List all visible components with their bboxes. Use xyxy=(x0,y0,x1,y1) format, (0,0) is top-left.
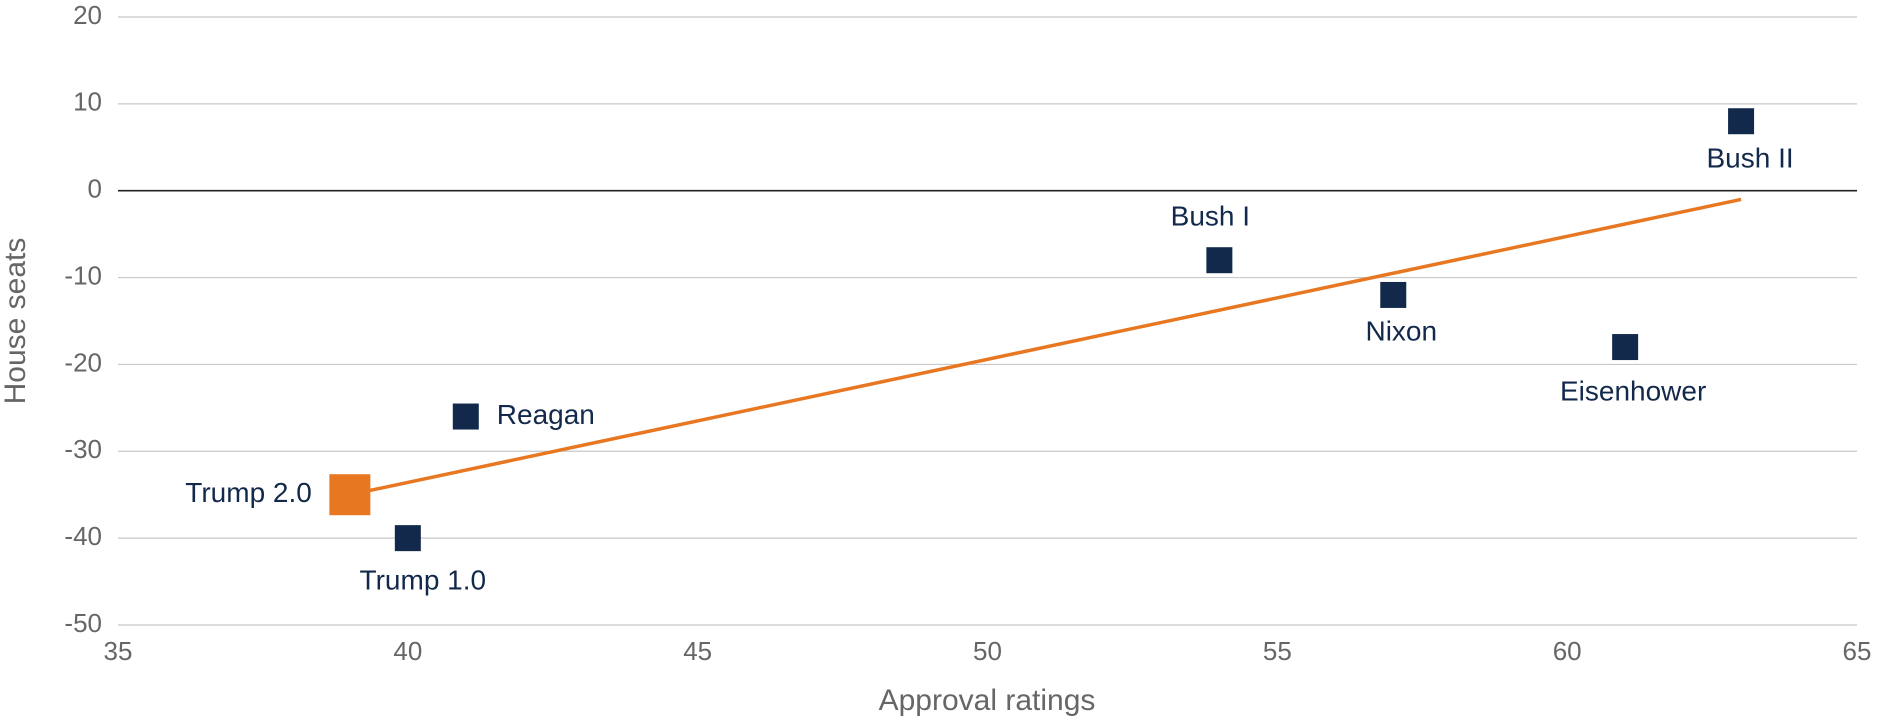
point-label: Trump 1.0 xyxy=(360,565,487,596)
y-tick-label: -10 xyxy=(64,260,102,290)
point xyxy=(452,403,479,430)
point xyxy=(394,525,421,552)
point-label: Trump 2.0 xyxy=(185,477,312,508)
x-tick-label: 40 xyxy=(393,636,422,666)
y-tick-label: 0 xyxy=(88,174,102,204)
point-label: Bush I xyxy=(1171,201,1250,232)
point xyxy=(1612,334,1639,361)
point-label: Reagan xyxy=(497,399,595,430)
x-tick-label: 50 xyxy=(973,636,1002,666)
trend-line xyxy=(349,197,1742,497)
x-tick-label: 65 xyxy=(1843,636,1872,666)
x-axis-title: Approval ratings xyxy=(879,684,1096,717)
x-tick-label: 55 xyxy=(1263,636,1292,666)
y-tick-label: -30 xyxy=(64,434,102,464)
point xyxy=(1206,247,1233,274)
x-tick-label: 60 xyxy=(1553,636,1582,666)
point xyxy=(1728,108,1755,135)
point-label: Nixon xyxy=(1365,315,1437,346)
x-tick-label: 45 xyxy=(683,636,712,666)
point xyxy=(1380,281,1407,308)
y-tick-label: -40 xyxy=(64,521,102,551)
point-label: Bush II xyxy=(1706,143,1793,174)
y-tick-label: 10 xyxy=(73,87,102,117)
x-tick-label: 35 xyxy=(104,636,133,666)
y-tick-label: -50 xyxy=(64,608,102,638)
y-tick-label: 20 xyxy=(73,0,102,30)
point xyxy=(329,474,371,516)
y-axis-title: House seats xyxy=(0,238,32,405)
y-tick-label: -20 xyxy=(64,347,102,377)
point-label: Eisenhower xyxy=(1560,375,1706,406)
